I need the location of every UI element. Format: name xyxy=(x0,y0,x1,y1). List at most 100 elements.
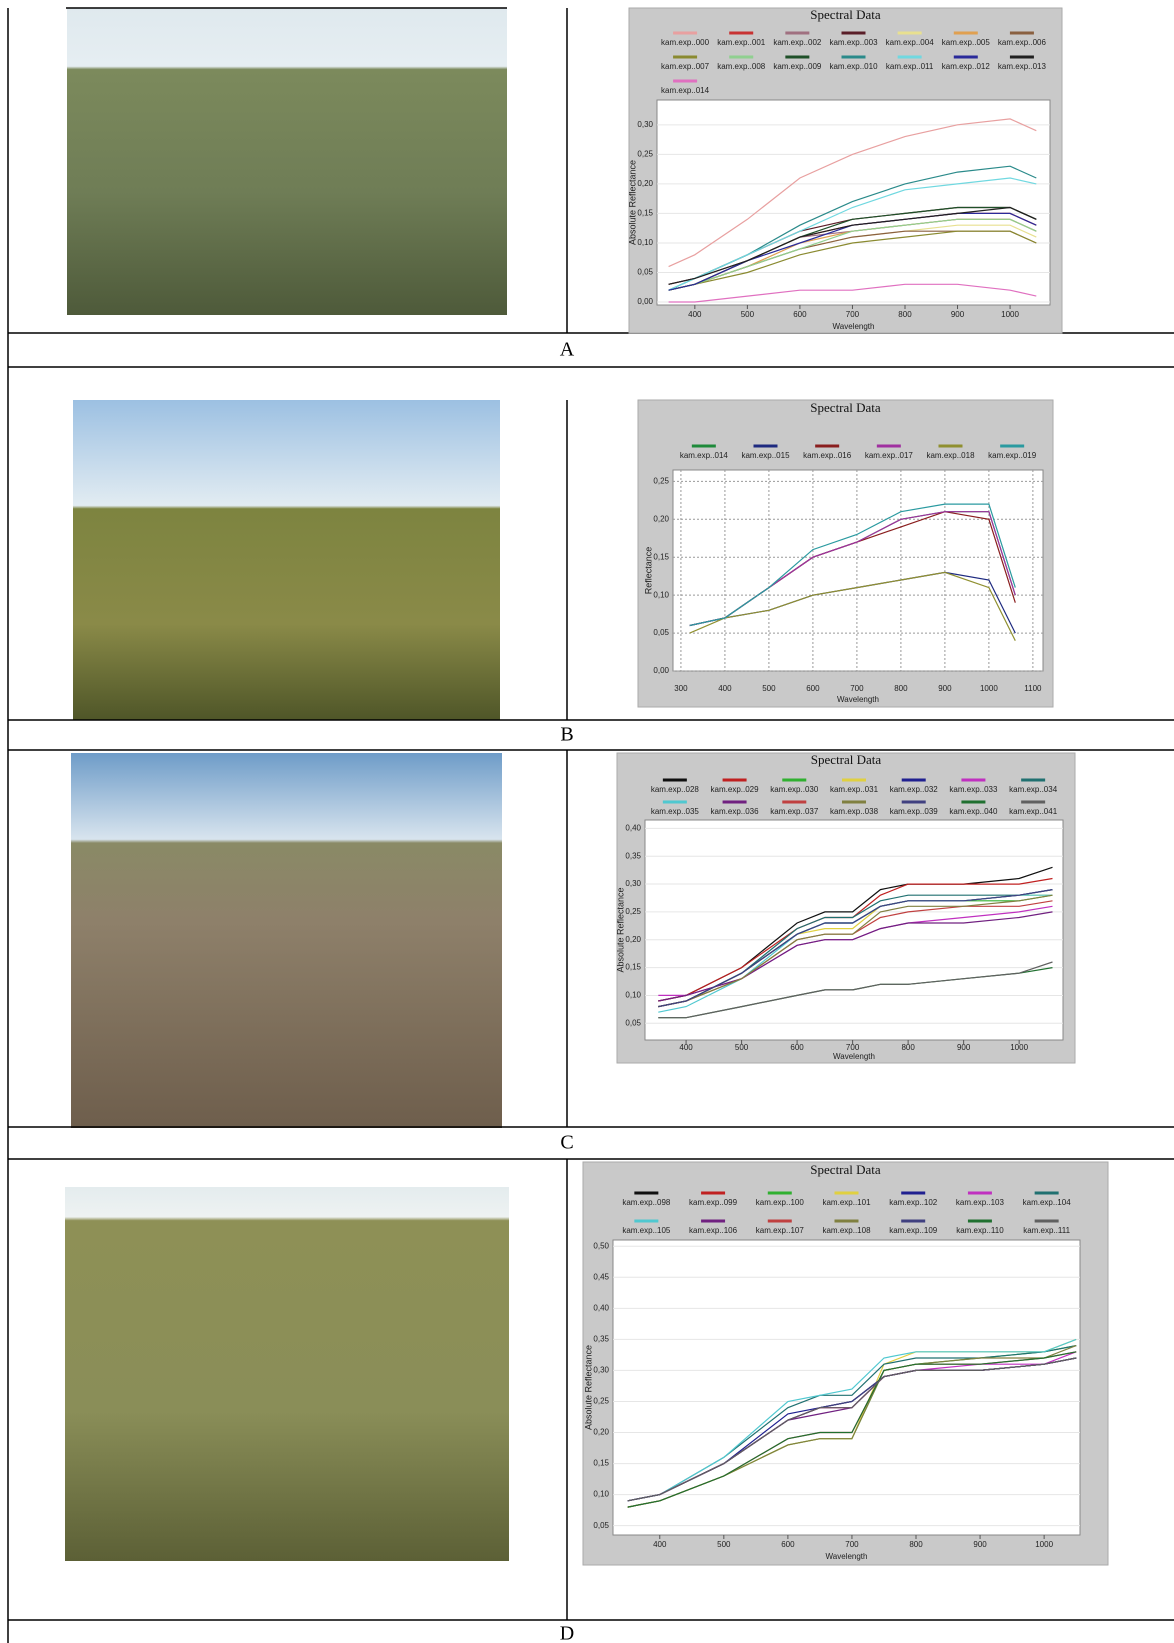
x-tick-label: 900 xyxy=(938,684,952,693)
legend-label: kam.exp..098 xyxy=(622,1198,671,1207)
legend-label: kam.exp..008 xyxy=(717,62,766,71)
legend-label: kam.exp..107 xyxy=(756,1226,805,1235)
y-tick-label: 0,20 xyxy=(625,935,641,944)
spectrum-line xyxy=(668,283,1037,303)
x-tick-label: 1000 xyxy=(1010,1043,1028,1052)
chart-title: Spectral Data xyxy=(810,400,881,415)
chart-title: Spectral Data xyxy=(810,1162,881,1177)
x-tick-label: 400 xyxy=(679,1043,693,1052)
legend-label: kam.exp..102 xyxy=(889,1198,938,1207)
legend-label: kam.exp..019 xyxy=(988,451,1037,460)
legend-label: kam.exp..030 xyxy=(770,785,819,794)
spectrum-line xyxy=(658,894,1053,1008)
legend-label: kam.exp..099 xyxy=(689,1198,738,1207)
legend-label: kam.exp..001 xyxy=(717,38,766,47)
photo xyxy=(73,400,500,720)
legend-label: kam.exp..014 xyxy=(680,451,729,460)
chart-title: Spectral Data xyxy=(811,752,882,767)
plot-area xyxy=(644,819,1064,1041)
y-axis-title: Absolute Reflectance xyxy=(627,160,637,245)
x-tick-label: 900 xyxy=(957,1043,971,1052)
legend-label: kam.exp..016 xyxy=(803,451,852,460)
y-axis-title: Absolute Reflectance xyxy=(583,1345,593,1430)
y-tick-label: 0,45 xyxy=(593,1272,609,1281)
chart-title: Spectral Data xyxy=(810,7,881,22)
x-tick-label: 700 xyxy=(845,1540,859,1549)
chart: Spectral Data kam.exp..014 kam.exp..015 kam… xyxy=(637,399,1054,708)
y-tick-label: 0,10 xyxy=(653,590,669,599)
spectrum-line xyxy=(668,206,1037,285)
legend-label: kam.exp..032 xyxy=(890,785,939,794)
x-axis-title: Wavelength xyxy=(837,695,879,704)
spectrum-line xyxy=(689,503,1016,627)
x-tick-label: 600 xyxy=(806,684,820,693)
spectrum-line xyxy=(668,230,1037,291)
y-tick-label: 0,15 xyxy=(653,552,669,561)
legend-label: kam.exp..007 xyxy=(661,62,710,71)
legend-label: kam.exp..028 xyxy=(651,785,700,794)
x-tick-label: 900 xyxy=(973,1540,987,1549)
y-tick-label: 0,25 xyxy=(653,476,669,485)
legend-label: kam.exp..041 xyxy=(1009,807,1058,816)
y-tick-label: 0,40 xyxy=(593,1303,609,1312)
x-axis-title: Wavelength xyxy=(833,322,875,331)
legend-label: kam.exp..013 xyxy=(998,62,1047,71)
x-tick-label: 600 xyxy=(793,310,807,319)
x-tick-label: 700 xyxy=(846,1043,860,1052)
legend-label: kam.exp..100 xyxy=(756,1198,805,1207)
legend-label: kam.exp..003 xyxy=(829,38,878,47)
legend-label: kam.exp..006 xyxy=(998,38,1047,47)
x-tick-label: 1000 xyxy=(1001,310,1019,319)
legend-label: kam.exp..110 xyxy=(956,1226,1004,1235)
y-tick-label: 0,05 xyxy=(593,1521,609,1530)
y-tick-label: 0,05 xyxy=(625,1018,641,1027)
y-tick-label: 0,20 xyxy=(637,179,653,188)
x-tick-label: 700 xyxy=(846,310,860,319)
legend-label: kam.exp..035 xyxy=(651,807,700,816)
legend-label: kam.exp..000 xyxy=(661,38,710,47)
y-tick-label: 0,00 xyxy=(653,666,669,675)
table-lines xyxy=(7,7,1174,1643)
legend-label: kam.exp..039 xyxy=(890,807,939,816)
y-tick-label: 0,20 xyxy=(653,514,669,523)
legend-label: kam.exp..108 xyxy=(822,1226,871,1235)
legend-label: kam.exp..109 xyxy=(889,1226,938,1235)
legend-label: kam.exp..029 xyxy=(711,785,760,794)
y-tick-label: 0,35 xyxy=(593,1334,609,1343)
photo xyxy=(65,1187,509,1561)
x-tick-label: 700 xyxy=(850,684,864,693)
spectrum-line xyxy=(689,571,1016,641)
legend-label: kam.exp..111 xyxy=(1023,1226,1070,1235)
y-tick-label: 0,30 xyxy=(637,120,653,129)
spectrum-line xyxy=(627,1338,1077,1502)
legend-label: kam.exp..033 xyxy=(949,785,998,794)
y-axis-title: Reflectance xyxy=(643,547,653,595)
legend-label: kam.exp..101 xyxy=(822,1198,871,1207)
panel-label: B xyxy=(560,724,573,746)
legend-label: kam.exp..009 xyxy=(773,62,822,71)
legend-label: kam.exp..103 xyxy=(956,1198,1005,1207)
y-tick-label: 0,40 xyxy=(625,823,641,832)
x-tick-label: 400 xyxy=(718,684,732,693)
spectrum-line xyxy=(658,911,1053,1002)
panel-label: C xyxy=(560,1132,573,1154)
y-tick-label: 0,20 xyxy=(593,1428,609,1437)
x-axis-title: Wavelength xyxy=(826,1552,868,1561)
y-tick-label: 0,05 xyxy=(637,268,653,277)
x-tick-label: 800 xyxy=(898,310,912,319)
chart: Spectral Data kam.exp..000 kam.exp..001 kam… xyxy=(627,7,1063,334)
y-tick-label: 0,00 xyxy=(637,297,653,306)
y-tick-label: 0,10 xyxy=(593,1490,609,1499)
x-tick-label: 1100 xyxy=(1024,684,1042,693)
x-tick-label: 600 xyxy=(781,1540,795,1549)
y-tick-label: 0,15 xyxy=(637,209,653,218)
y-tick-label: 0,15 xyxy=(593,1459,609,1468)
x-tick-label: 500 xyxy=(762,684,776,693)
x-tick-label: 400 xyxy=(653,1540,667,1549)
legend-label: kam.exp..014 xyxy=(661,86,710,95)
legend-label: kam.exp..037 xyxy=(770,807,819,816)
x-tick-label: 800 xyxy=(901,1043,915,1052)
spectrum-line xyxy=(668,218,1037,291)
